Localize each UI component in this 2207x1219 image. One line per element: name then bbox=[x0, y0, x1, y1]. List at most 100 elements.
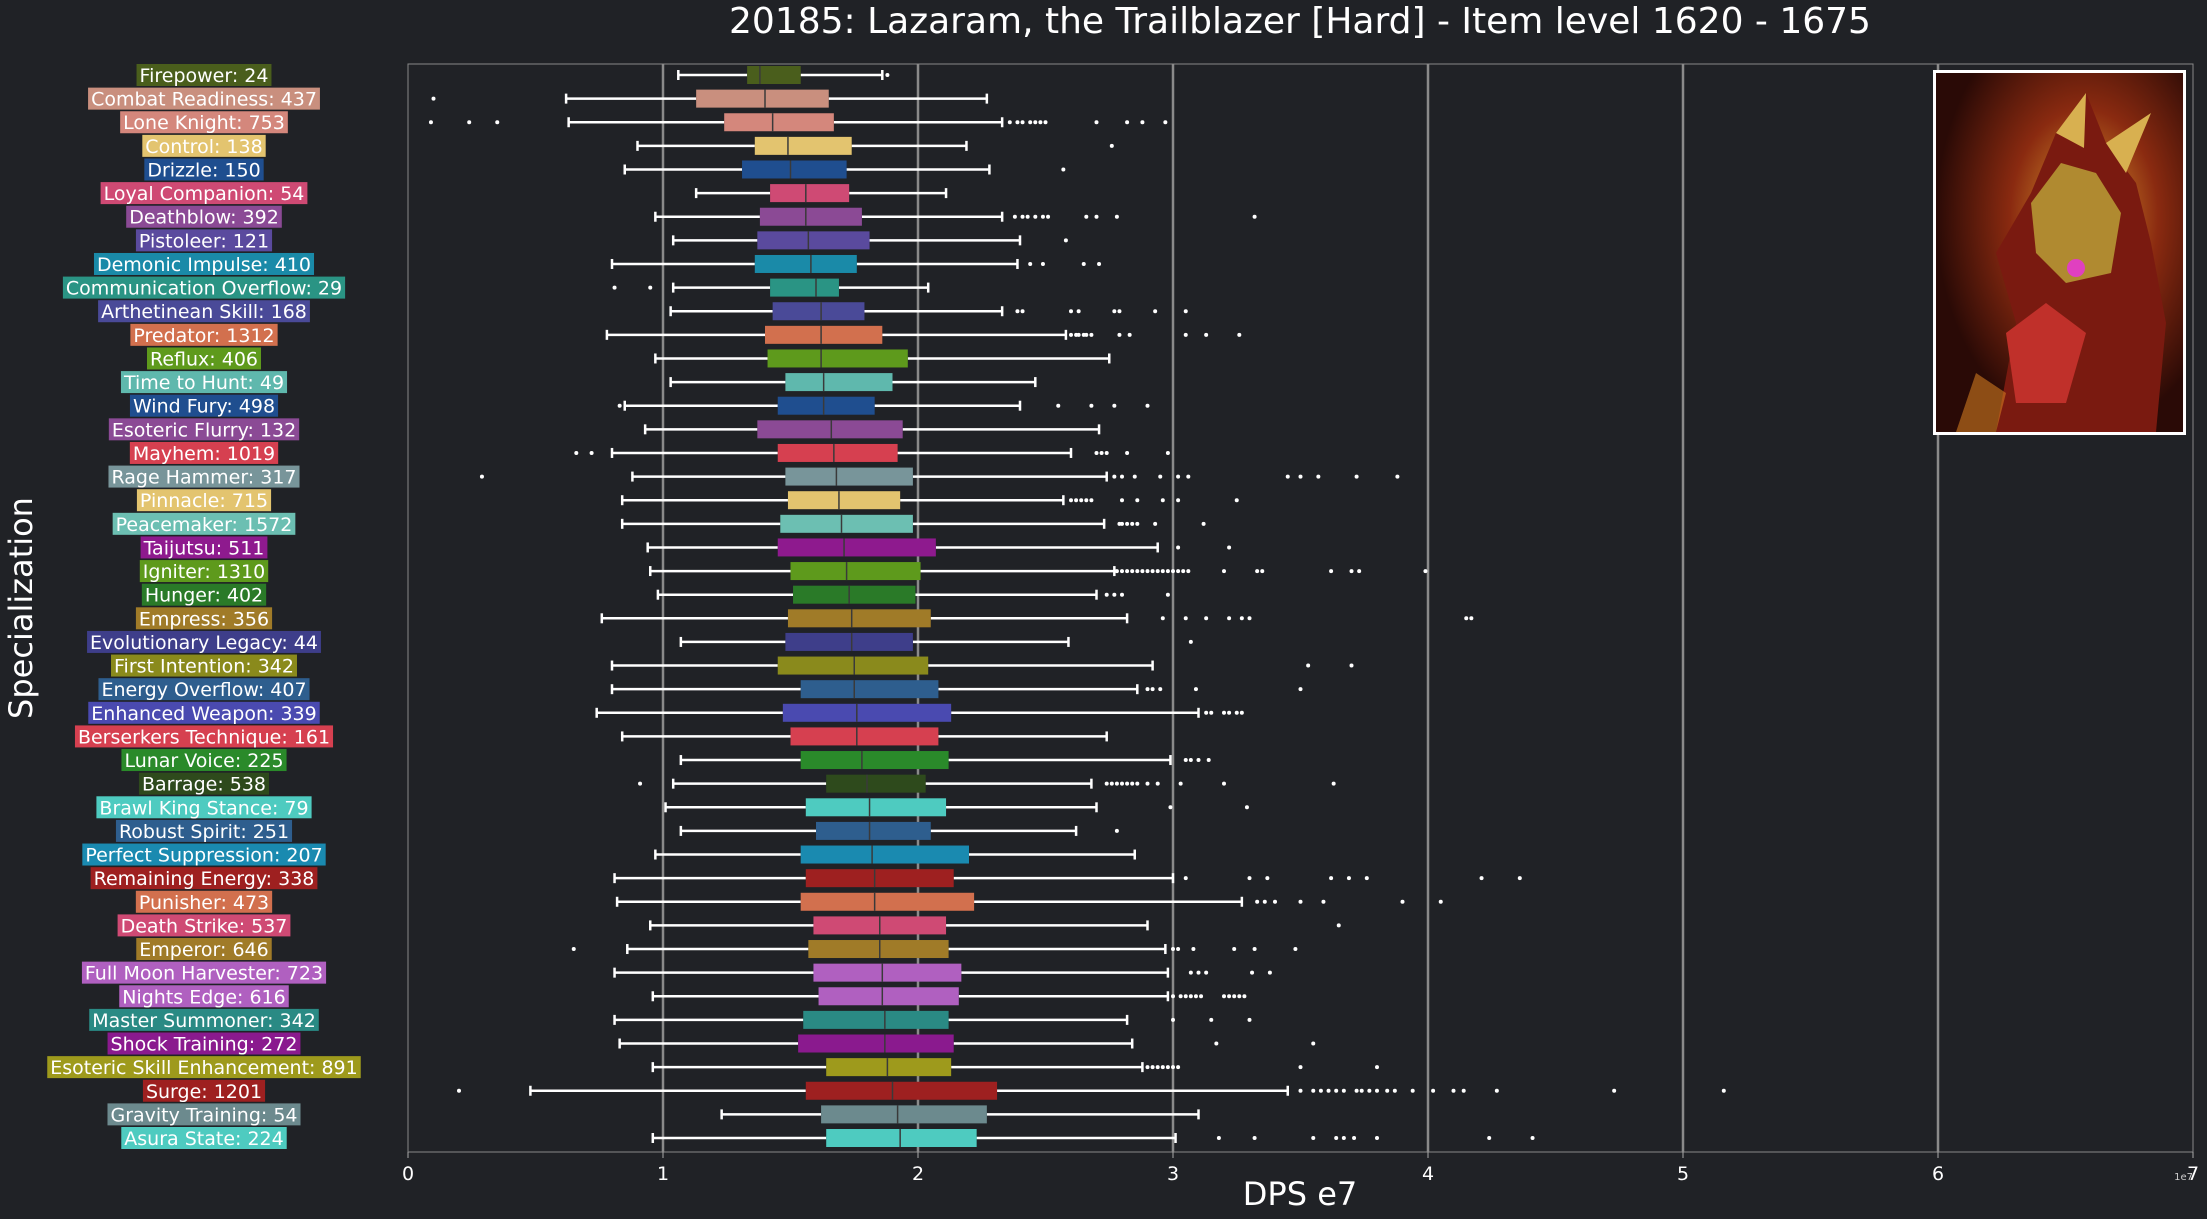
label-text: Shock Training: 272 bbox=[111, 1034, 298, 1056]
outlier-point bbox=[1183, 332, 1188, 337]
y-tick-label: Pinnacle: 715 bbox=[136, 489, 272, 512]
outlier-point bbox=[1171, 569, 1175, 574]
y-tick-label: Pistoleer: 121 bbox=[135, 229, 273, 252]
outlier-point bbox=[1135, 498, 1140, 503]
outlier-point bbox=[885, 73, 890, 77]
boss-portrait-image bbox=[1933, 70, 2186, 435]
box-row bbox=[649, 562, 1428, 581]
outlier-point bbox=[1160, 1065, 1165, 1070]
label-background bbox=[136, 489, 272, 512]
outlier-point bbox=[1204, 616, 1209, 621]
outlier-point bbox=[1423, 569, 1428, 574]
outlier-point bbox=[1227, 616, 1232, 621]
box-row bbox=[669, 302, 1188, 321]
label-background bbox=[98, 678, 310, 701]
label-text: Communication Overflow: 29 bbox=[66, 278, 342, 300]
outlier-point bbox=[1135, 521, 1140, 526]
box-row bbox=[457, 1081, 1726, 1100]
outlier-point bbox=[1410, 1088, 1415, 1093]
outlier-point bbox=[1158, 474, 1163, 479]
outlier-point bbox=[1431, 1088, 1436, 1093]
label-text: Surge: 1201 bbox=[146, 1081, 262, 1103]
box bbox=[782, 703, 952, 722]
outlier-point bbox=[1311, 1088, 1316, 1093]
outlier-point bbox=[1114, 569, 1119, 574]
label-background bbox=[112, 512, 296, 535]
outlier-point bbox=[1104, 592, 1109, 597]
outlier-point bbox=[1255, 569, 1260, 574]
y-tick-label: Remaining Energy: 338 bbox=[90, 867, 318, 890]
outlier-point bbox=[1112, 592, 1117, 597]
outlier-point bbox=[571, 947, 576, 952]
label-text: Perfect Suppression: 207 bbox=[85, 845, 322, 867]
outlier-point bbox=[1242, 994, 1247, 999]
outlier-point bbox=[1359, 1088, 1364, 1093]
label-text: Brawl King Stance: 79 bbox=[99, 797, 308, 819]
outlier-point bbox=[1120, 781, 1124, 786]
label-text: Arthetinean Skill: 168 bbox=[101, 301, 307, 323]
label-text: Predator: 1312 bbox=[133, 325, 274, 347]
outlier-point bbox=[1255, 899, 1260, 904]
outlier-point bbox=[1354, 1088, 1359, 1093]
outlier-point bbox=[1069, 332, 1073, 337]
box-row bbox=[431, 89, 989, 108]
outlier-point bbox=[1234, 710, 1239, 715]
outlier-point bbox=[1125, 569, 1130, 574]
box bbox=[757, 231, 870, 250]
outlier-point bbox=[1244, 805, 1249, 810]
outlier-point bbox=[1204, 970, 1209, 975]
y-tick-label: Esoteric Skill Enhancement: 891 bbox=[47, 1056, 361, 1079]
label-text: Esoteric Skill Enhancement: 891 bbox=[50, 1057, 358, 1079]
label-text: Loyal Companion: 54 bbox=[104, 183, 305, 205]
box bbox=[805, 1081, 998, 1100]
x-tick-label: 3 bbox=[1167, 1163, 1179, 1185]
y-tick-label: Drizzle: 150 bbox=[144, 158, 264, 181]
label-background bbox=[120, 371, 288, 394]
outlier-point bbox=[1260, 569, 1265, 574]
box-row bbox=[600, 609, 1474, 628]
box-row bbox=[479, 467, 1400, 486]
y-axis-label: Specialization bbox=[2, 497, 40, 719]
outlier-point bbox=[1084, 214, 1089, 219]
box-row bbox=[615, 892, 1443, 911]
outlier-point bbox=[1176, 545, 1181, 550]
outlier-point bbox=[1127, 332, 1132, 337]
outlier-point bbox=[1237, 332, 1242, 337]
label-text: Peacemaker: 1572 bbox=[116, 514, 293, 536]
outlier-point bbox=[1227, 710, 1232, 715]
label-background bbox=[108, 418, 300, 441]
label-background bbox=[62, 276, 346, 299]
label-text: Barrage: 538 bbox=[142, 774, 266, 796]
outlier-point bbox=[1099, 450, 1104, 455]
x-axis-label: DPS e7 bbox=[1243, 1175, 1357, 1213]
label-text: Evolutionary Legacy: 44 bbox=[90, 632, 318, 654]
outlier-point bbox=[1234, 498, 1239, 503]
outlier-point bbox=[1155, 569, 1160, 574]
outlier-point bbox=[1089, 498, 1094, 503]
outlier-point bbox=[1145, 781, 1150, 786]
outlier-point bbox=[1165, 450, 1170, 455]
box bbox=[747, 66, 801, 84]
outlier-point bbox=[1375, 1088, 1379, 1093]
label-text: Gravity Training: 54 bbox=[110, 1104, 297, 1126]
box bbox=[777, 538, 936, 557]
x-tick-label: 2 bbox=[912, 1163, 924, 1185]
outlier-point bbox=[1069, 309, 1073, 314]
box bbox=[800, 680, 939, 699]
outlier-point bbox=[1094, 450, 1099, 455]
outlier-point bbox=[1150, 687, 1155, 692]
y-tick-label: First Intention: 342 bbox=[111, 654, 297, 678]
box-row bbox=[638, 774, 1336, 793]
outlier-point bbox=[1395, 474, 1400, 479]
outlier-point bbox=[1081, 261, 1086, 266]
label-background bbox=[129, 394, 279, 417]
label-text: Nights Edge: 616 bbox=[122, 986, 286, 1008]
label-text: Remaining Energy: 338 bbox=[94, 868, 315, 890]
outlier-point bbox=[1209, 1017, 1214, 1022]
outlier-point bbox=[1329, 876, 1334, 881]
outlier-point bbox=[1063, 238, 1068, 243]
y-tick-label: Deathblow: 392 bbox=[126, 205, 282, 229]
outlier-point bbox=[1247, 876, 1252, 881]
y-tick-label: Lone Knight: 753 bbox=[120, 111, 288, 134]
label-text: Deathblow: 392 bbox=[129, 207, 279, 229]
